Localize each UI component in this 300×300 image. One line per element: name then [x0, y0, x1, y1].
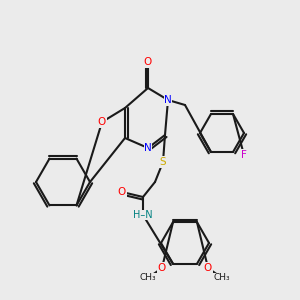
- Text: N: N: [144, 143, 152, 153]
- Text: N: N: [164, 95, 172, 105]
- Text: S: S: [160, 157, 166, 167]
- Text: O: O: [98, 117, 106, 127]
- Text: O: O: [158, 263, 166, 273]
- Text: O: O: [144, 57, 152, 67]
- Text: CH₃: CH₃: [140, 274, 156, 283]
- Text: H–N: H–N: [133, 210, 153, 220]
- Text: CH₃: CH₃: [214, 274, 230, 283]
- Text: O: O: [118, 187, 126, 197]
- Text: F: F: [241, 150, 247, 160]
- Text: O: O: [204, 263, 212, 273]
